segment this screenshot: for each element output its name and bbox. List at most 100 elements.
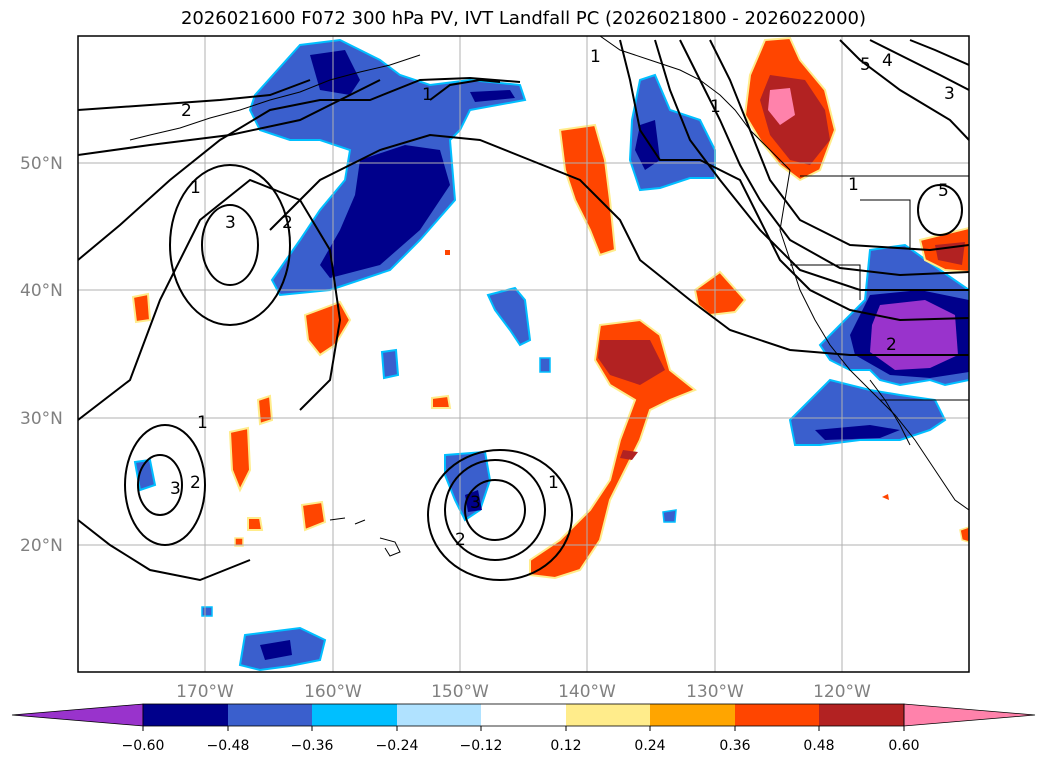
contour-ridge-2	[619, 39, 969, 322]
contour-label: 1	[710, 97, 721, 117]
orange-region-175w	[131, 292, 152, 324]
orange-region-cutoff-low	[529, 318, 697, 580]
contour-label: 5	[938, 181, 949, 201]
contour-3-closed-sw	[137, 454, 183, 516]
contour-east-1	[839, 39, 969, 141]
contour-3-closed-west	[201, 204, 259, 286]
colorbar-tick-label: −0.60	[122, 738, 165, 754]
colorbar-tick-label: 0.12	[550, 738, 581, 754]
contour-north-1	[429, 78, 501, 101]
contour-ridge-5	[709, 39, 969, 252]
hawaii-islands	[329, 517, 401, 557]
contour-2-closed-west	[169, 164, 291, 326]
coastlines	[129, 36, 969, 557]
contour-ridge-4	[679, 39, 969, 277]
colorbar-tick-label: 0.36	[719, 738, 750, 754]
darkblue-small-north	[470, 90, 515, 102]
contour-1-trough	[78, 178, 342, 421]
colorbar-extend-low	[11, 703, 144, 727]
colorbar-segment	[143, 704, 228, 726]
contour-label: 3	[225, 213, 236, 233]
contour-2-closed-sw	[124, 424, 206, 546]
blue-tiny-south	[201, 606, 213, 617]
colorbar-segment	[566, 704, 650, 726]
contour-label: 3	[470, 493, 481, 513]
colorbar-tick-label: 0.60	[888, 738, 919, 754]
longitude-labels: 170°W 160°W 150°W 140°W 130°W 120°W	[176, 682, 871, 702]
positive-anomaly-fills	[131, 36, 969, 580]
contour-2-closed-hi	[444, 459, 546, 561]
blue-small-155w	[380, 348, 400, 380]
colorbar-tick-label: −0.12	[460, 738, 503, 754]
colorbar-segment	[735, 704, 819, 726]
contour-label: 2	[455, 530, 466, 550]
contour-closed-ne	[917, 184, 963, 236]
orange-region-167w-south	[247, 517, 264, 531]
blue-tiny-135w	[662, 509, 677, 523]
aleutian-chain	[129, 54, 421, 141]
colorbar-tick-label: −0.36	[291, 738, 334, 754]
us-west-coast	[779, 169, 969, 511]
contour-label: 3	[944, 84, 955, 104]
contour-1-closed-hi	[427, 449, 573, 581]
contour-label: 1	[548, 473, 559, 493]
latitude-labels: 50°N 40°N 30°N 20°N	[20, 154, 63, 556]
colorbar-tick-label: −0.24	[376, 738, 419, 754]
orange-region-tiny-south	[234, 537, 244, 547]
lon-label: 160°W	[304, 682, 362, 702]
orange-tiny-149w	[445, 250, 450, 255]
contour-label: 2	[190, 473, 201, 493]
contour-label: 1	[190, 178, 201, 198]
contour-label: 1	[197, 413, 208, 433]
pv-contours	[78, 39, 969, 582]
baja-peninsula	[869, 379, 911, 446]
colorbar-tick-label: −0.48	[207, 738, 250, 754]
contour-bottom-sw	[78, 519, 251, 582]
colorbar-segment	[228, 704, 312, 726]
map-frame	[77, 35, 970, 673]
alaska-coast	[599, 36, 791, 171]
graticule	[78, 36, 969, 672]
darkblue-core-main	[320, 145, 450, 278]
contour-label: 2	[181, 101, 192, 121]
lat-label: 50°N	[20, 154, 63, 174]
contour-label-group: 2 1 1 1 3 2 1 2 3 1 3 2 1 5 4 3 5 1 2	[170, 47, 955, 550]
darkblue-core-baja	[815, 425, 900, 440]
state-border-2	[860, 199, 911, 250]
lat-label: 30°N	[20, 409, 63, 429]
orange-region-160w-south	[300, 500, 327, 532]
blue-tiny-east	[539, 357, 551, 373]
contour-label: 1	[590, 47, 601, 67]
contour-label: 4	[882, 51, 893, 71]
orange-tiny-115w	[882, 494, 889, 500]
contour-label: 1	[422, 85, 433, 105]
colorbar-segment	[819, 704, 904, 726]
colorbar-segment	[481, 704, 566, 726]
state-border	[790, 264, 861, 300]
red-core-cutoff-low	[598, 340, 665, 385]
contour-east-3	[909, 39, 969, 66]
lon-label: 170°W	[176, 682, 234, 702]
contour-2-north	[78, 79, 311, 111]
lon-label: 140°W	[558, 682, 616, 702]
orange-region-150w	[431, 394, 452, 409]
contour-1-north	[78, 79, 381, 156]
colorbar-segment	[312, 704, 397, 726]
lon-label: 150°W	[431, 682, 489, 702]
colorbar-segment	[650, 704, 735, 726]
contour-3-closed-hi	[464, 479, 526, 541]
contour-ridge-3	[654, 39, 969, 291]
colorbar-frame	[142, 703, 905, 727]
colorbar-extend-high	[903, 703, 1036, 727]
purple-core-southwest	[870, 300, 958, 370]
orange-region-east-edge	[959, 526, 969, 543]
colorbar-ticks	[142, 726, 905, 731]
contour-label: 5	[860, 55, 871, 75]
contour-label: 1	[848, 175, 859, 195]
map-plot-area: 2 1 1 1 3 2 1 2 3 1 3 2 1 5 4 3 5 1 2	[78, 36, 969, 672]
contour-label: 2	[282, 213, 293, 233]
lat-label: 40°N	[20, 281, 63, 301]
orange-region-167w	[228, 426, 252, 493]
colorbar: −0.60 −0.48 −0.36 −0.24 −0.12 0.12 0.24 …	[11, 703, 1036, 754]
